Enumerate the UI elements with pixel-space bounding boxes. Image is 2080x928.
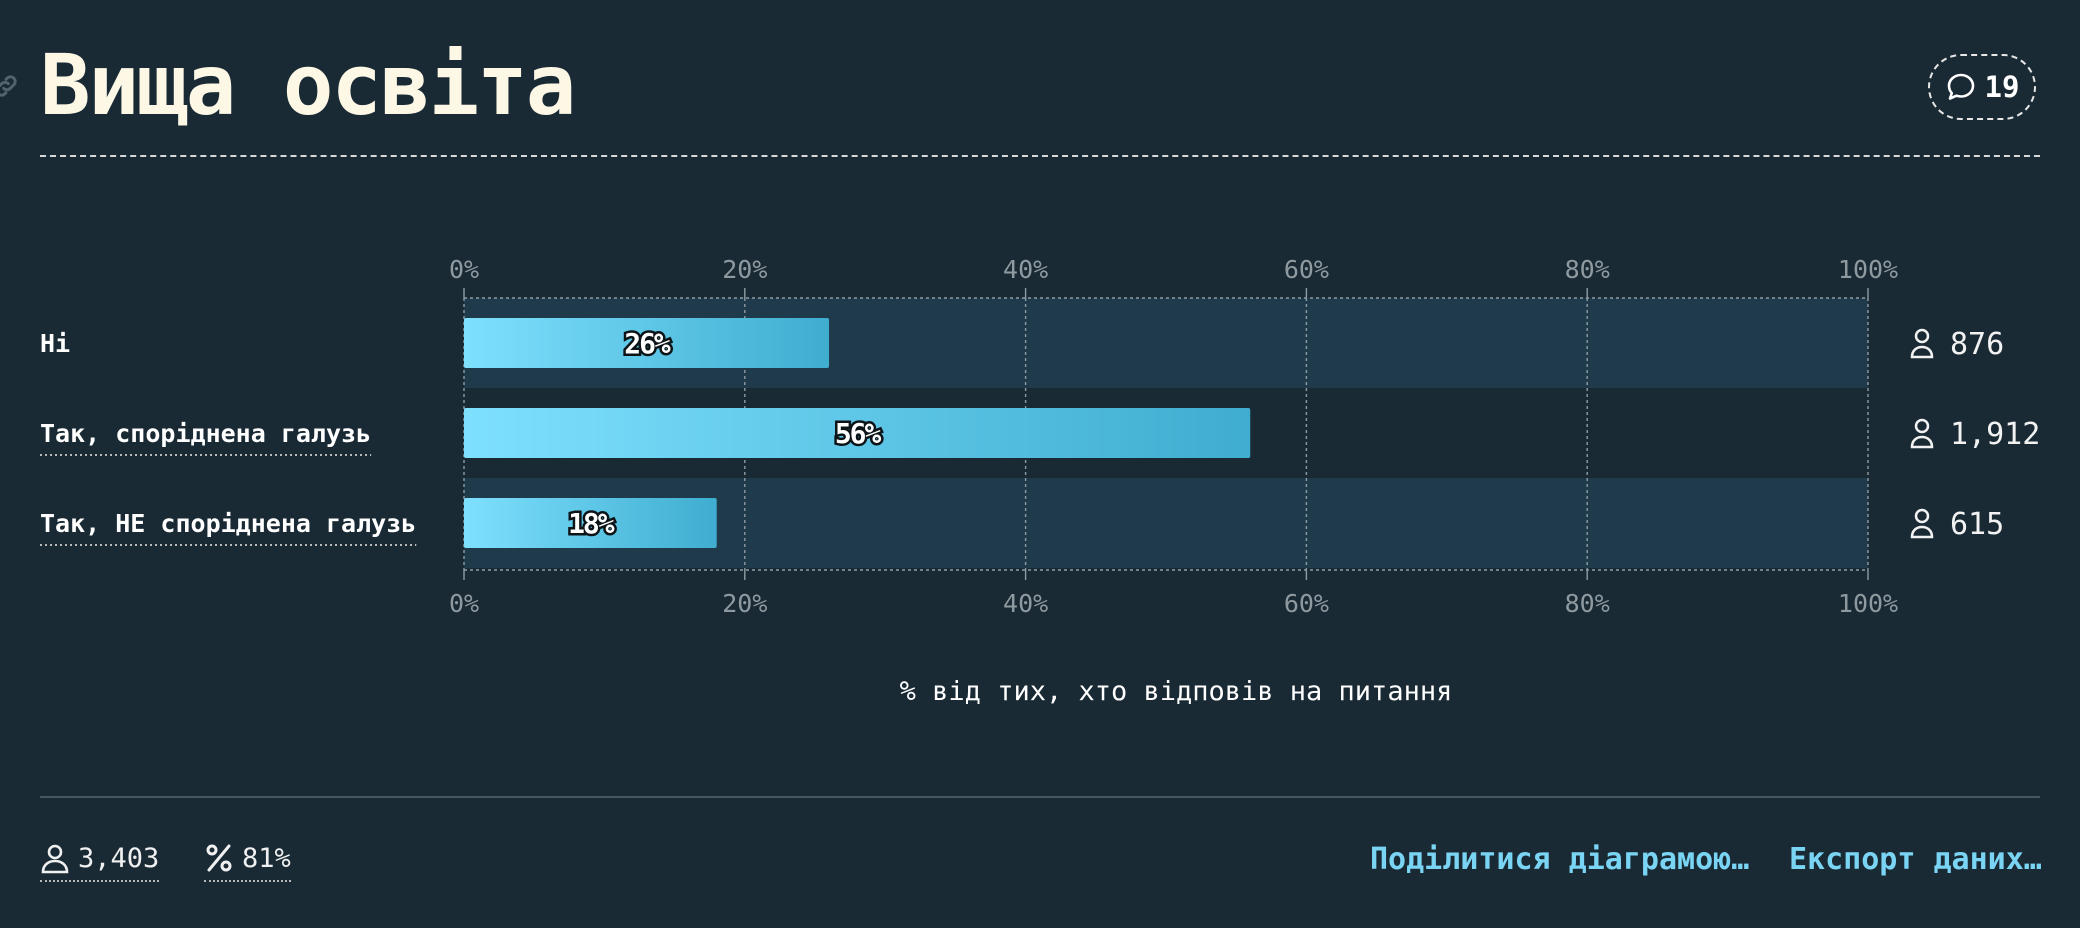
footer-divider bbox=[40, 796, 2040, 798]
category-label: Ні bbox=[40, 329, 70, 358]
response-rate: 81% bbox=[242, 842, 291, 874]
bar-value-label: 26% bbox=[624, 327, 671, 360]
category-label: Так, споріднена галузь bbox=[40, 419, 371, 448]
page-title: Вища освіта bbox=[40, 36, 576, 134]
header-divider bbox=[40, 155, 2040, 157]
x-tick-label: 100% bbox=[1838, 589, 1898, 618]
respondents-stat[interactable]: 3,403 bbox=[40, 842, 160, 882]
x-tick-label: 80% bbox=[1565, 255, 1610, 284]
respondent-count: 876 bbox=[1950, 327, 2004, 362]
bar-value-label: 56% bbox=[835, 417, 882, 450]
x-tick-label: 60% bbox=[1284, 255, 1329, 284]
respondent-count: 1,912 bbox=[1950, 417, 2040, 452]
x-tick-label: 40% bbox=[1003, 589, 1048, 618]
bar bbox=[464, 408, 1251, 458]
speech-bubble-icon bbox=[1947, 73, 1974, 100]
respondents-count: 3,403 bbox=[78, 842, 160, 874]
person-icon bbox=[1910, 328, 1934, 359]
share-chart-link[interactable]: Поділитися діаграмою… bbox=[1370, 842, 1750, 877]
x-tick-label: 20% bbox=[722, 589, 767, 618]
response-rate-stat[interactable]: 81% bbox=[204, 842, 291, 882]
bar bbox=[464, 498, 717, 548]
x-tick-label: 40% bbox=[1003, 255, 1048, 284]
person-icon bbox=[1910, 508, 1934, 539]
bar bbox=[464, 318, 830, 368]
bar-chart: 0% 0% 20% 20% 40% 40% 60% 60% 80% 80% 100% 100% 26% Н… bbox=[40, 255, 2040, 618]
respondent-count: 615 bbox=[1950, 507, 2004, 542]
bar-value-label: 18% bbox=[568, 507, 615, 540]
x-tick-label: 20% bbox=[722, 255, 767, 284]
category-label: Так, НЕ споріднена галузь bbox=[40, 509, 416, 538]
x-tick-label: 60% bbox=[1284, 589, 1329, 618]
person-icon bbox=[41, 844, 69, 874]
x-axis-title: % від тих, хто відповів на питання bbox=[899, 676, 1453, 707]
comments-button[interactable]: 19 bbox=[1928, 54, 2036, 120]
link-icon[interactable] bbox=[0, 72, 20, 100]
person-icon bbox=[1910, 418, 1934, 449]
percent-icon bbox=[206, 844, 232, 872]
x-tick-label: 0% bbox=[449, 589, 479, 618]
x-tick-label: 80% bbox=[1565, 589, 1610, 618]
comment-count: 19 bbox=[1984, 70, 2020, 104]
export-data-link[interactable]: Експорт даних… bbox=[1789, 842, 2042, 877]
x-tick-label: 0% bbox=[449, 255, 479, 284]
x-tick-label: 100% bbox=[1838, 255, 1898, 284]
